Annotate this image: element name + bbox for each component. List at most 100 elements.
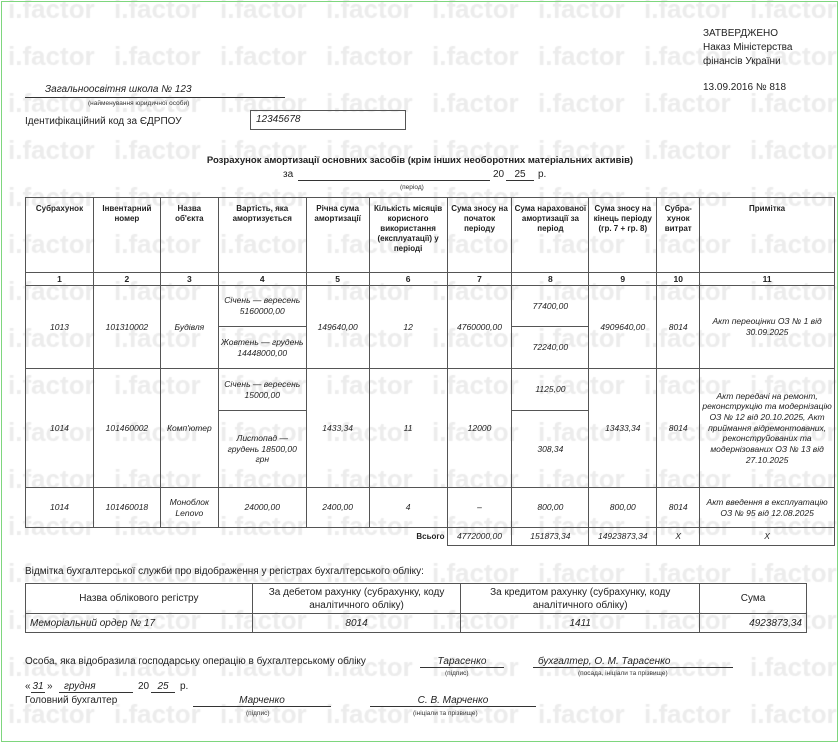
col-header: Субрахунок [25,197,94,273]
registry-header: За кредитом рахунку (субрахунку, коду ан… [460,583,701,614]
col-header: Вартість, яка амортизується [217,197,307,273]
cell-amort: 800,00 [511,487,590,528]
cell-annual: 2400,00 [305,487,370,528]
table-row: 1014 101460002 Комп'ютер Січень — вересе… [25,368,835,488]
cell-start: 4760000,00 [446,285,513,369]
chief-sign: Марченко [193,695,331,707]
cell-months: 12 [368,285,448,369]
col-number: 2 [92,272,161,286]
cell-cost: 24000,00 [217,487,307,528]
date-close: » [47,681,53,692]
cell-amort: 308,34 [511,410,590,488]
cell-expense: 8014 [656,368,701,488]
cell-end: 4909640,00 [588,285,658,369]
col-number: 9 [588,272,658,286]
column-number-row: 1 2 3 4 5 6 7 8 9 10 11 [25,272,835,286]
person-name-caption: (посада, ініціали та прізвище) [578,670,668,677]
cell-subaccount: 1013 [25,285,94,369]
cell-end: 13433,34 [588,368,658,488]
col-header: Примітка [699,197,835,273]
col-header: Сума нарахованої амортизації за період [511,197,590,273]
registry-header: Назва облікового регістру [25,583,253,614]
cell-note: Акт переоцінки ОЗ № 1 від 30.09.2025 [699,285,835,369]
registry-row: Меморіальний ордер № 17 8014 1411 492387… [25,613,807,633]
cell-annual: 149640,00 [305,285,370,369]
date-year-suffix: р. [180,681,189,692]
chief-label: Головний бухгалтер [25,695,118,706]
total-label: Всього [25,527,448,546]
table-row: 1014 101460018 Моноблок Lenovo 24000,00 … [25,487,835,528]
col-header: Кількість місяців корисного використання… [368,197,448,273]
person-sign-caption: (підпис) [445,670,469,677]
depreciation-table: Субрахунок Інвентарний номер Назва об'єк… [25,197,835,546]
total-end: 14923873,34 [588,527,658,546]
entity-name-line [25,97,285,98]
col-number: 3 [159,272,219,286]
cell-cost: Жовтень — грудень 14448000,00 [217,326,307,369]
registry-credit: 1411 [460,613,701,633]
total-start: 4772000,00 [446,527,513,546]
cell-cost: Січень — вересень 15000,00 [217,368,307,411]
date-day: 31 [31,681,45,693]
cell-start: 12000 [446,368,513,488]
cell-months: 4 [368,487,448,528]
total-note: X [699,527,835,546]
cell-expense: 8014 [656,285,701,369]
chief-sign-caption: (підпис) [246,710,270,717]
entity-name-caption: (найменування юридичної особи) [88,100,190,107]
col-header: Субра-хунок витрат [656,197,701,273]
cell-note: Акт передачі на ремонт, реконструкцію та… [699,368,835,488]
cell-inventory: 101460018 [92,487,161,528]
cell-start: – [446,487,513,528]
header-row: Субрахунок Інвентарний номер Назва об'єк… [25,197,835,273]
chief-name: С. В. Марченко [370,695,536,707]
period-caption: (період) [400,184,424,191]
registry-header: За дебетом рахунку (субрахунку, коду ана… [251,583,462,614]
date-year-prefix: 20 [138,681,150,692]
year-prefix: 20 [493,169,505,180]
registry-caption: Відмітка бухгалтерської служби про відоб… [25,566,424,577]
total-expense: X [656,527,701,546]
registry-header: Сума [699,583,807,614]
approval-line2: фінансів України [703,56,781,67]
approval-line1: Наказ Міністерства [703,42,793,53]
registry-sum: 4923873,34 [699,613,807,633]
edrpou-label: Ідентифікаційний код за ЄДРПОУ [25,116,182,127]
cell-subaccount: 1014 [25,487,94,528]
approval-stamp: ЗАТВЕРДЖЕНО Наказ Міністерства фінансів … [703,27,792,95]
col-number: 5 [305,272,370,286]
col-number: 4 [217,272,307,286]
cell-note: Акт введення в експлуатацію ОЗ № 95 від … [699,487,835,528]
cell-name: Моноблок Lenovo [159,487,219,528]
col-header: Сума зносу на початок періоду [446,197,513,273]
cell-subaccount: 1014 [25,368,94,488]
col-header: Назва об'єкта [159,197,219,273]
date-month: грудня [59,681,133,693]
approval-title: ЗАТВЕРДЖЕНО [703,28,779,39]
col-number: 1 [25,272,94,286]
cell-name: Комп'ютер [159,368,219,488]
cell-inventory: 101460002 [92,368,161,488]
col-number: 11 [699,272,835,286]
registry-header-row: Назва облікового регістру За дебетом рах… [25,583,807,614]
year-suffix: р. [538,169,547,180]
cell-months: 11 [368,368,448,488]
cell-name: Будівля [159,285,219,369]
cell-amort: 72240,00 [511,326,590,369]
cell-cost: Січень — вересень 5160000,00 [217,285,307,327]
edrpou-field: 12345678 [250,110,406,130]
entity-name: Загальноосвітня школа № 123 [45,84,192,95]
cell-end: 800,00 [588,487,658,528]
date-open: « [25,681,31,692]
person-name: бухгалтер, О. М. Тарасенко [533,656,733,668]
total-amort: 151873,34 [511,527,590,546]
col-header: Сума зносу на кінець періоду (гр. 7 + гр… [588,197,658,273]
document-title: Розрахунок амортизації основних засобів … [206,155,634,166]
person-label: Особа, яка відобразила господарську опер… [25,656,366,667]
registry-name: Меморіальний ордер № 17 [25,613,253,633]
table-subrow: Листопад — грудень 18500,00 грн 308,34 [26,410,835,488]
col-number: 7 [446,272,513,286]
col-number: 6 [368,272,448,286]
period-za: за [283,169,294,180]
